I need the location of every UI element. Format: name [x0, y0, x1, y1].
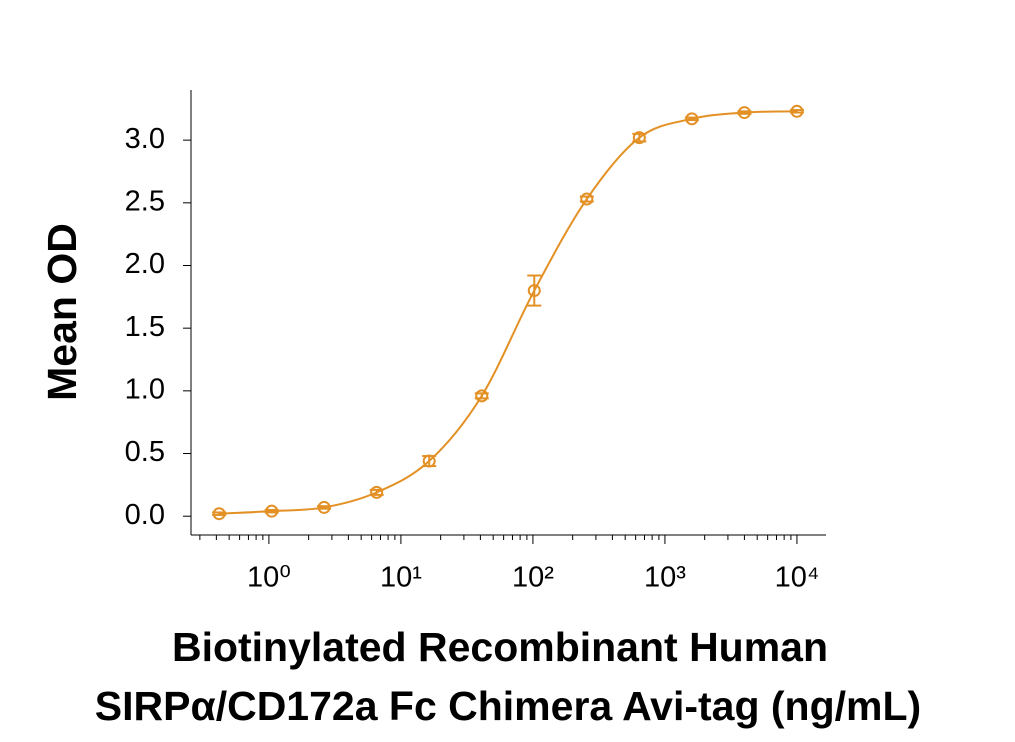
point	[527, 284, 541, 298]
point	[737, 106, 751, 120]
y-tick-label: 2.0	[125, 248, 165, 280]
y-tick-label: 0.5	[125, 436, 165, 468]
y-tick-label: 3.0	[125, 123, 165, 155]
point	[212, 507, 226, 521]
y-tick-label: 1.5	[125, 311, 165, 343]
point	[265, 504, 279, 518]
y-tick-label: 0.0	[125, 499, 165, 531]
point	[370, 485, 384, 499]
point	[317, 500, 331, 514]
point	[475, 389, 489, 403]
x-axis-title: Biotinylated Recombinant Human	[172, 624, 828, 670]
x-tick-label: 10³	[644, 562, 686, 594]
point	[685, 112, 699, 126]
fit-curve	[219, 110, 797, 515]
x-tick-label: 10¹	[380, 562, 422, 594]
point	[632, 131, 646, 145]
x-axis-title: SIRPα/CD172a Fc Chimera Avi-tag (ng/mL)	[95, 683, 921, 729]
point	[790, 104, 804, 118]
point	[580, 192, 594, 206]
y-axis-title: Mean OD	[39, 223, 85, 401]
point	[422, 454, 436, 468]
x-tick-label: 10⁰	[247, 562, 291, 594]
y-tick-label: 2.5	[125, 185, 165, 217]
y-tick-label: 1.0	[125, 374, 165, 406]
x-tick-label: 10⁴	[775, 562, 820, 594]
x-tick-label: 10²	[512, 562, 554, 594]
